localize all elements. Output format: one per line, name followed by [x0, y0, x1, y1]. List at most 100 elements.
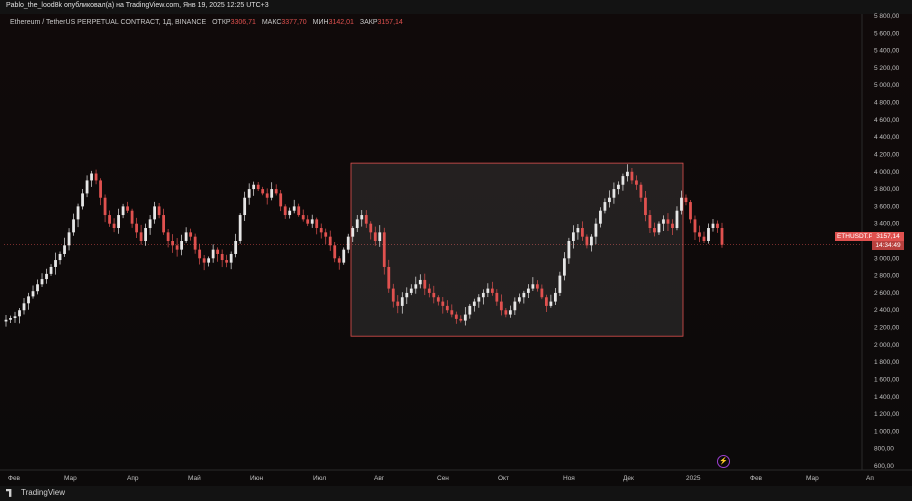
- candle-body: [144, 228, 147, 241]
- y-tick-label: 4 800,00: [874, 100, 900, 107]
- x-tick-label: Май: [188, 474, 201, 482]
- candle-body: [202, 258, 206, 263]
- candle-body: [405, 292, 409, 298]
- candle-body: [472, 301, 476, 306]
- candle-body: [608, 197, 611, 203]
- candle-body: [477, 297, 481, 302]
- bar-countdown: 14:34:49: [875, 242, 901, 249]
- candle-body: [103, 197, 107, 216]
- candle-body: [540, 288, 544, 298]
- candle-body: [121, 206, 125, 216]
- candle-body: [644, 197, 647, 216]
- candle-body: [454, 314, 458, 319]
- candle-body: [9, 318, 12, 320]
- y-tick-label: 1 600,00: [874, 376, 900, 383]
- y-tick-label: 1 000,00: [874, 428, 900, 435]
- y-tick-label: 5 000,00: [874, 82, 900, 89]
- chart-legend: Ethereum / TetherUS PERPETUAL CONTRACT, …: [10, 19, 403, 26]
- tradingview-logo[interactable]: TradingView: [6, 488, 65, 497]
- x-tick-label: Апр: [127, 475, 139, 482]
- y-tick-label: 600,00: [874, 463, 894, 470]
- candle-body: [243, 197, 247, 216]
- candle-body: [666, 219, 670, 224]
- candle-body: [675, 210, 679, 229]
- x-tick-label: Фев: [8, 475, 21, 482]
- open-label: ОТКР: [212, 19, 231, 26]
- candle-body: [283, 206, 287, 216]
- candle-body: [617, 184, 620, 190]
- chart-area[interactable]: [0, 14, 912, 486]
- candle-body: [409, 288, 413, 293]
- candle-body: [274, 189, 278, 194]
- candle-body: [684, 197, 688, 203]
- candle-body: [54, 260, 57, 267]
- candle-body: [648, 215, 652, 229]
- candle-body: [562, 258, 566, 276]
- candle-body: [225, 260, 229, 263]
- current-price: 3157,14: [876, 233, 900, 240]
- candle-body: [689, 202, 692, 220]
- candle-body: [531, 284, 535, 289]
- x-tick-label: Окт: [498, 475, 509, 482]
- y-tick-label: 2 800,00: [874, 273, 900, 280]
- x-tick-label: Июл: [313, 475, 326, 482]
- candle-body: [247, 189, 251, 198]
- candle-body: [99, 180, 102, 198]
- candle-body: [355, 219, 359, 229]
- candle-body: [333, 245, 337, 259]
- candle-body: [90, 173, 93, 181]
- candle-body: [40, 279, 44, 285]
- x-tick-label: Сен: [437, 475, 449, 482]
- candle-body: [391, 288, 395, 302]
- candle-body: [184, 232, 188, 241]
- highlight-box: [350, 162, 684, 337]
- candle-body: [603, 202, 607, 211]
- candle-body: [252, 184, 256, 190]
- candle-body: [441, 301, 445, 306]
- candle-body: [590, 236, 593, 246]
- candle-body: [112, 223, 116, 229]
- x-tick-label: Дек: [623, 475, 634, 482]
- candle-body: [711, 223, 715, 229]
- candle-body: [193, 236, 197, 250]
- symbol-name[interactable]: Ethereum / TetherUS PERPETUAL CONTRACT, …: [10, 19, 207, 26]
- candle-body: [81, 193, 84, 207]
- candle-body: [180, 241, 184, 250]
- candle-body: [229, 253, 233, 263]
- candle-body: [211, 249, 215, 259]
- candle-body: [216, 249, 220, 254]
- candle-body: [108, 215, 111, 224]
- y-tick-label: 2 000,00: [874, 342, 900, 349]
- candle-body: [662, 219, 665, 224]
- footer-bar: [0, 486, 912, 501]
- candle-body: [716, 223, 719, 229]
- brand-name: TradingView: [21, 488, 66, 497]
- candle-body: [445, 305, 449, 311]
- candle-body: [301, 215, 305, 220]
- candle-body: [270, 189, 274, 198]
- candle-body: [549, 301, 553, 306]
- candle-body: [572, 232, 575, 241]
- x-tick-label: Мар: [64, 475, 77, 482]
- y-tick-label: 1 400,00: [874, 394, 900, 401]
- candle-body: [553, 292, 557, 302]
- lightning-icon[interactable]: ⚡: [717, 455, 730, 468]
- candlestick-chart[interactable]: 5 800,00 5 600,00 5 400,00 5 200,00 5 000,00…: [0, 0, 912, 486]
- candle-body: [207, 258, 211, 263]
- candle-body: [635, 180, 638, 185]
- x-tick-label: Фев: [750, 475, 763, 482]
- candle-body: [94, 173, 98, 181]
- candle-body: [436, 297, 440, 302]
- candle-body: [148, 219, 152, 229]
- candle-body: [567, 241, 571, 259]
- y-tick-label: 2 400,00: [874, 307, 900, 314]
- candle-body: [418, 279, 422, 285]
- candle-body: [27, 296, 30, 304]
- tradingview-logo-icon: [6, 488, 12, 497]
- candle-body: [72, 219, 75, 233]
- candle-body: [135, 223, 138, 233]
- x-tick-label: Авг: [374, 475, 385, 482]
- candle-body: [279, 193, 283, 207]
- candle-body: [157, 206, 161, 216]
- low-label: МИН: [312, 19, 329, 26]
